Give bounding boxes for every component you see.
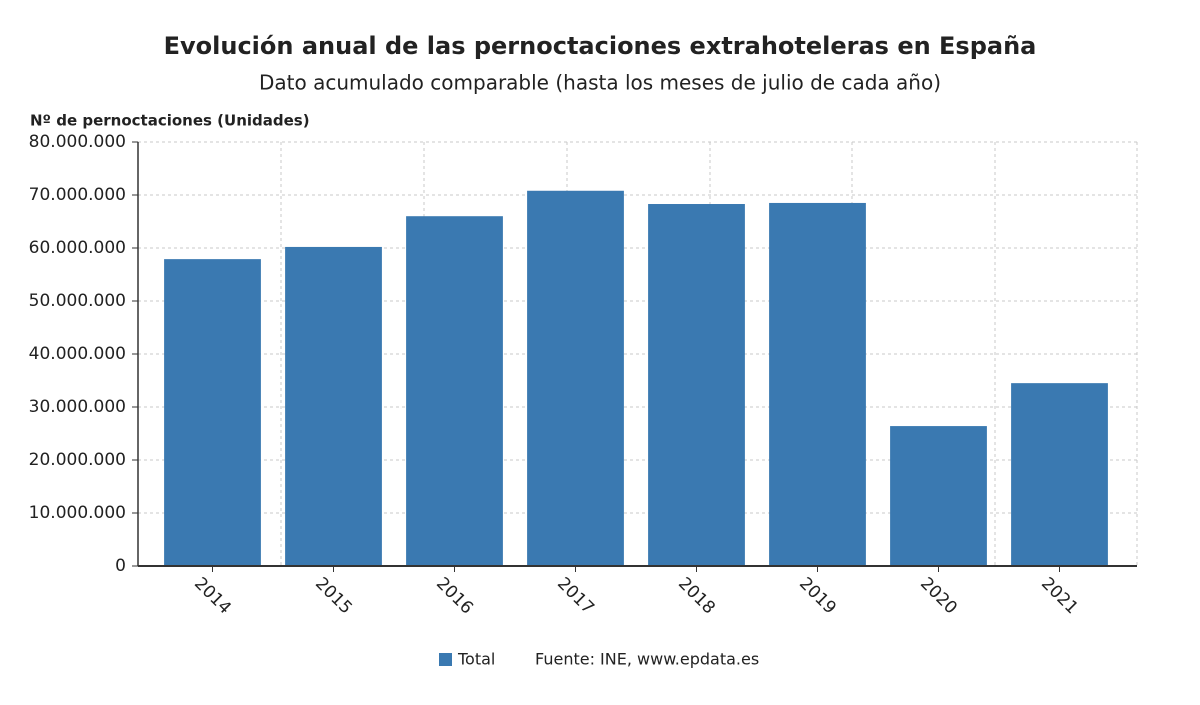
legend-swatch	[439, 653, 452, 666]
bar	[769, 202, 866, 566]
y-tick-label: 60.000.000	[29, 238, 126, 258]
y-tick-label: 40.000.000	[29, 344, 126, 364]
y-tick-label: 80.000.000	[29, 132, 126, 152]
chart-subtitle: Dato acumulado comparable (hasta los mes…	[259, 71, 941, 95]
bar	[285, 246, 382, 566]
bar	[890, 426, 987, 566]
bar	[406, 216, 503, 566]
y-tick-label: 0	[115, 556, 126, 576]
y-tick-label: 30.000.000	[29, 397, 126, 417]
legend-label: Total	[457, 650, 495, 669]
y-tick-label: 50.000.000	[29, 291, 126, 311]
bar	[1011, 383, 1108, 566]
bar	[164, 259, 261, 566]
source: Fuente: INE, www.epdata.es	[535, 650, 759, 669]
bar	[648, 204, 745, 566]
bar	[527, 190, 624, 566]
y-tick-label: 70.000.000	[29, 185, 126, 205]
y-tick-label: 20.000.000	[29, 450, 126, 470]
y-axis-label: Nº de pernoctaciones (Unidades)	[30, 112, 310, 130]
y-tick-label: 10.000.000	[29, 503, 126, 523]
chart-title: Evolución anual de las pernoctaciones ex…	[164, 32, 1037, 60]
